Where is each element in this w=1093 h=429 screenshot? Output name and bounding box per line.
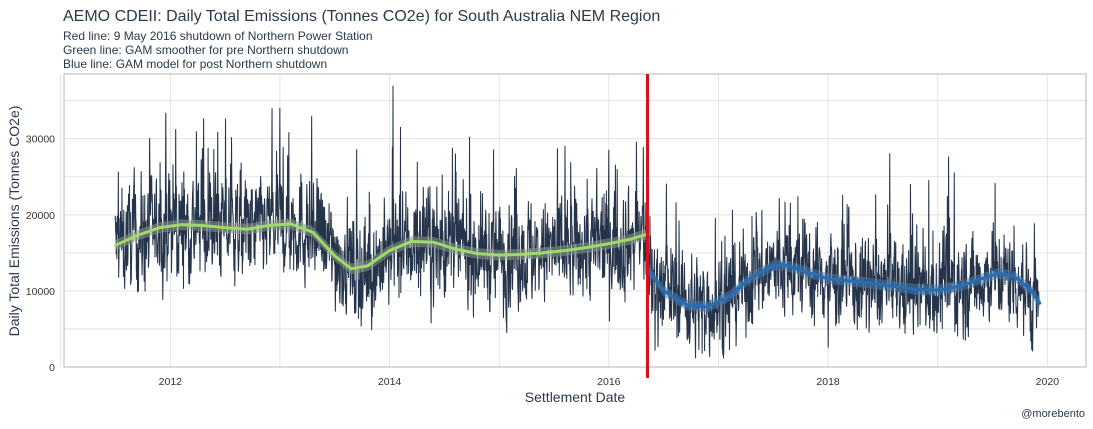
caption-credit: @morebento <box>1021 408 1085 420</box>
x-tick-label: 2014 <box>378 376 402 388</box>
y-tick-label: 20000 <box>26 210 55 222</box>
x-tick-label: 2018 <box>816 376 840 388</box>
pre-shutdown-confidence-band <box>115 218 649 275</box>
x-tick-label: 2016 <box>597 376 621 388</box>
y-tick-label: 30000 <box>26 134 55 146</box>
raw-daily-emissions-line <box>114 85 1040 359</box>
post-shutdown-gam-line <box>646 263 1042 309</box>
subtitle-line-2: Green line: GAM smoother for pre Norther… <box>63 43 349 57</box>
y-tick-label: 10000 <box>26 286 55 298</box>
plot-panel-border <box>63 73 1087 368</box>
y-axis-label: Daily Total Emissions (Tonnes CO2e) <box>6 106 22 337</box>
x-axis-label: Settlement Date <box>525 389 626 405</box>
gam-fits <box>114 74 1042 378</box>
chart-title: AEMO CDEII: Daily Total Emissions (Tonne… <box>63 8 661 25</box>
y-tick-label: 0 <box>49 362 55 374</box>
y-axis-ticks: 0 10000 20000 30000 <box>26 134 55 374</box>
x-tick-label: 2012 <box>159 376 183 388</box>
pre-shutdown-gam-line <box>114 222 650 271</box>
subtitle-line-3: Blue line: GAM model for post Northern s… <box>63 57 328 71</box>
x-tick-label: 2020 <box>1036 376 1060 388</box>
x-axis-ticks: 2012 2014 2016 2018 2020 <box>159 376 1060 388</box>
raw-series <box>114 85 1040 359</box>
subtitle-line-1: Red line: 9 May 2016 shutdown of Norther… <box>63 29 373 43</box>
